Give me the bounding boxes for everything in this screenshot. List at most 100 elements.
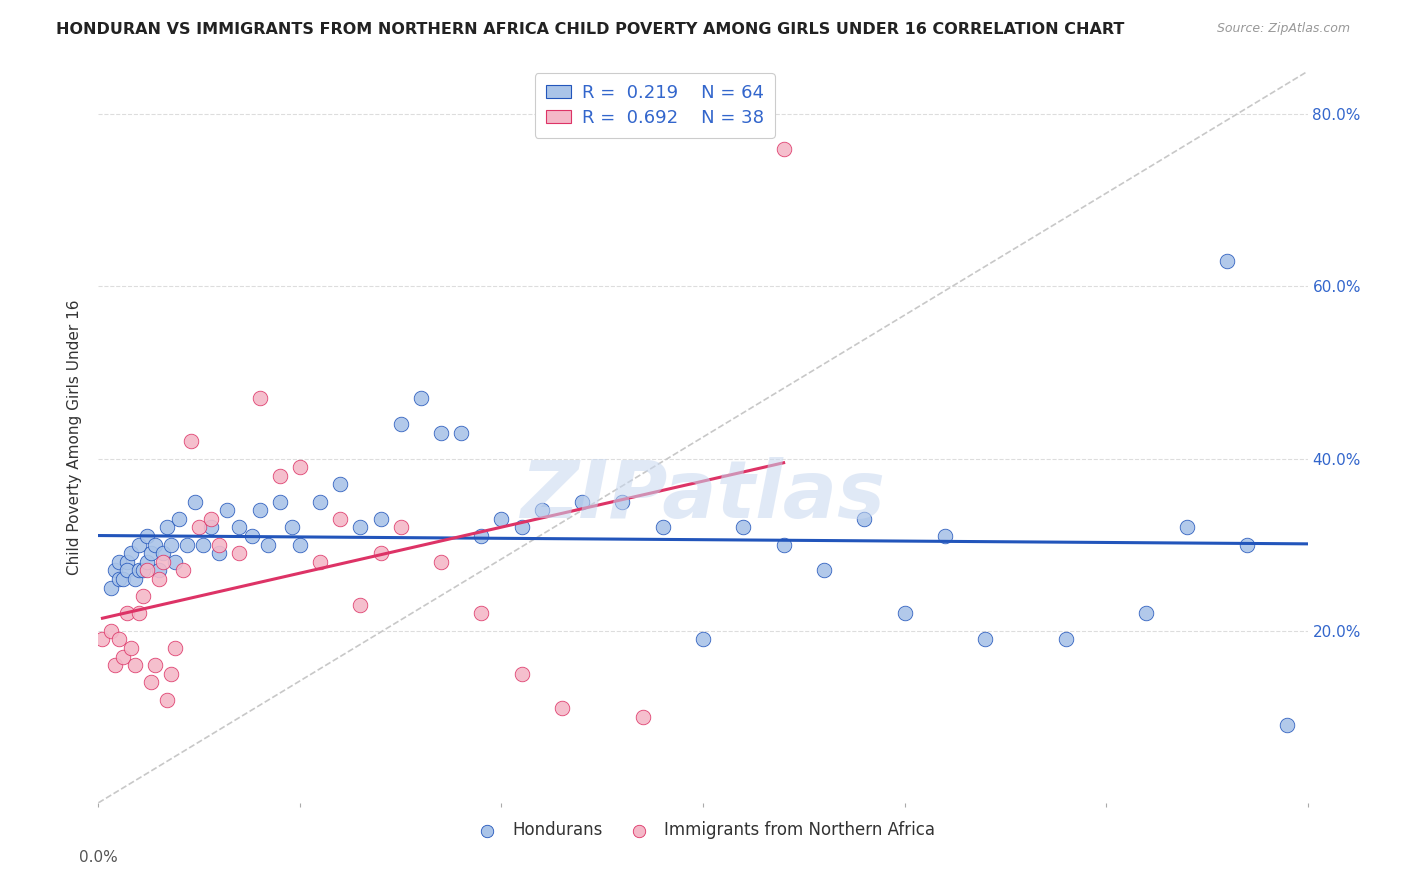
Point: [893, 607, 915, 621]
Point: [107, 555, 129, 569]
Point: [115, 555, 138, 569]
Point: [143, 658, 166, 673]
Point: [510, 520, 533, 534]
Point: [491, 512, 513, 526]
Point: [103, 658, 125, 673]
Point: [124, 658, 146, 673]
Point: [184, 494, 207, 508]
Point: [143, 538, 166, 552]
Text: Source: ZipAtlas.com: Source: ZipAtlas.com: [1216, 22, 1350, 36]
Point: [1216, 253, 1239, 268]
Point: [148, 564, 170, 578]
Point: [329, 477, 352, 491]
Point: [115, 564, 138, 578]
Point: [148, 572, 170, 586]
Point: [107, 572, 129, 586]
Point: [128, 564, 150, 578]
Point: [156, 692, 179, 706]
Point: [1175, 520, 1198, 534]
Y-axis label: Child Poverty Among Girls Under 16: Child Poverty Among Girls Under 16: [67, 300, 83, 574]
Point: [1236, 538, 1258, 552]
Point: [772, 142, 794, 156]
Text: 0.0%: 0.0%: [79, 850, 118, 865]
Text: ZIPatlas: ZIPatlas: [520, 457, 886, 534]
Point: [288, 460, 311, 475]
Point: [208, 538, 231, 552]
Point: [100, 624, 122, 638]
Point: [132, 564, 155, 578]
Point: [249, 392, 271, 406]
Point: [100, 581, 122, 595]
Point: [240, 529, 263, 543]
Point: [152, 546, 174, 560]
Point: [228, 546, 250, 560]
Point: [430, 425, 453, 440]
Point: [128, 538, 150, 552]
Text: HONDURAN VS IMMIGRANTS FROM NORTHERN AFRICA CHILD POVERTY AMONG GIRLS UNDER 16 C: HONDURAN VS IMMIGRANTS FROM NORTHERN AFR…: [56, 22, 1125, 37]
Point: [120, 640, 142, 655]
Point: [135, 555, 157, 569]
Point: [111, 649, 134, 664]
Point: [156, 520, 179, 534]
Point: [120, 546, 142, 560]
Point: [571, 494, 593, 508]
Point: [107, 632, 129, 647]
Point: [853, 512, 876, 526]
Point: [172, 564, 194, 578]
Point: [974, 632, 997, 647]
Point: [430, 555, 453, 569]
Point: [470, 607, 492, 621]
Point: [91, 632, 114, 647]
Point: [329, 512, 352, 526]
Point: [115, 607, 138, 621]
Point: [409, 392, 432, 406]
Point: [176, 538, 198, 552]
Point: [135, 564, 157, 578]
Point: [1277, 718, 1299, 732]
Point: [152, 555, 174, 569]
Point: [139, 546, 162, 560]
Point: [692, 632, 714, 647]
Point: [772, 538, 794, 552]
Point: [200, 512, 222, 526]
Point: [510, 666, 533, 681]
Point: [530, 503, 553, 517]
Point: [208, 546, 231, 560]
Point: [309, 494, 332, 508]
Point: [551, 701, 574, 715]
Point: [124, 572, 146, 586]
Point: [180, 434, 202, 449]
Point: [288, 538, 311, 552]
Point: [217, 503, 239, 517]
Point: [281, 520, 304, 534]
Point: [163, 640, 186, 655]
Point: [139, 675, 162, 690]
Point: [309, 555, 332, 569]
Point: [135, 529, 157, 543]
Point: [733, 520, 755, 534]
Point: [128, 607, 150, 621]
Point: [163, 555, 186, 569]
Point: [934, 529, 956, 543]
Point: [188, 520, 211, 534]
Point: [813, 564, 835, 578]
Point: [1135, 607, 1157, 621]
Point: [651, 520, 673, 534]
Point: [389, 417, 412, 432]
Point: [200, 520, 222, 534]
Point: [612, 494, 634, 508]
Point: [228, 520, 250, 534]
Point: [167, 512, 190, 526]
Point: [249, 503, 271, 517]
Point: [631, 710, 654, 724]
Point: [349, 598, 371, 612]
Point: [450, 425, 472, 440]
Point: [111, 572, 134, 586]
Point: [370, 512, 392, 526]
Point: [470, 529, 492, 543]
Point: [103, 564, 125, 578]
Point: [269, 468, 291, 483]
Point: [160, 538, 183, 552]
Point: [256, 538, 278, 552]
Point: [349, 520, 371, 534]
